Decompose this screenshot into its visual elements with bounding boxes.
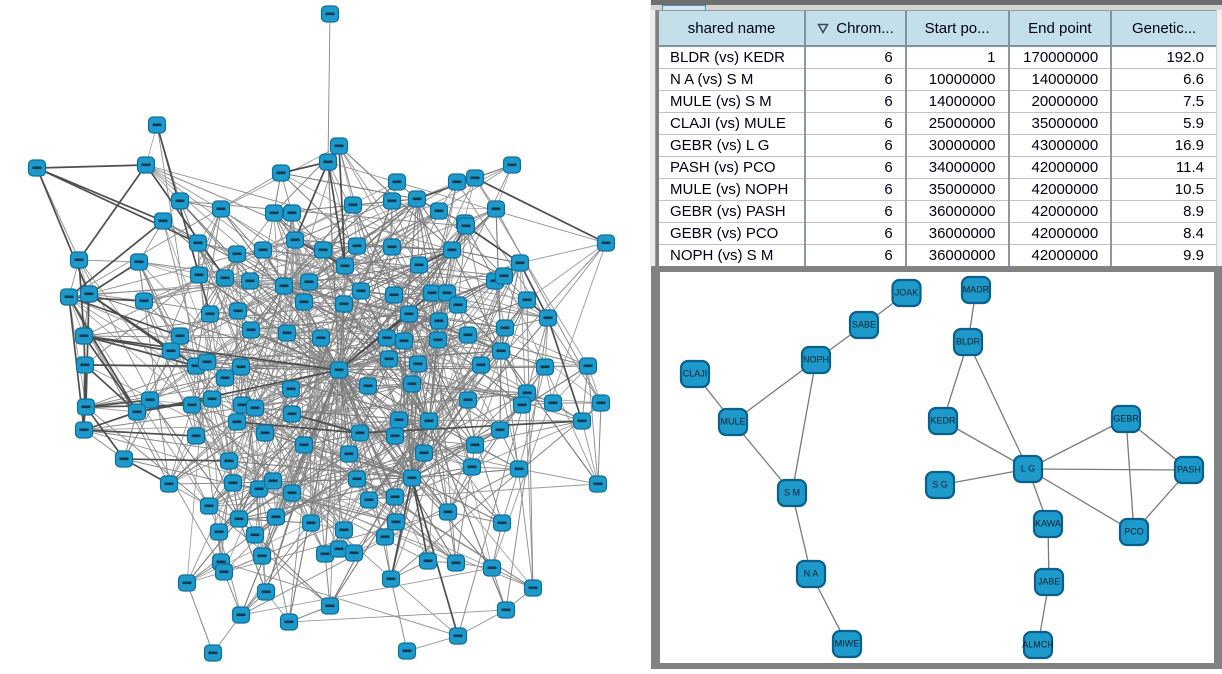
svg-text:JABE: JABE [1038,577,1061,587]
svg-text:S M: S M [784,488,800,498]
svg-text:GEBR: GEBR [1113,414,1139,424]
svg-text:N A: N A [804,569,819,579]
svg-text:MIWE: MIWE [835,639,860,649]
svg-text:SABE: SABE [852,320,876,330]
svg-text:KEDR: KEDR [930,416,956,426]
svg-text:S G: S G [932,480,948,490]
svg-text:PASH: PASH [1177,465,1201,475]
svg-text:CLAJI: CLAJI [683,369,708,379]
svg-text:L G: L G [1021,464,1035,474]
svg-text:ALMCH: ALMCH [1022,640,1054,650]
svg-text:MADR: MADR [963,285,990,295]
svg-text:JOAK: JOAK [895,288,919,298]
svg-text:PCO: PCO [1124,527,1144,537]
svg-text:MULE: MULE [720,417,745,427]
svg-text:KAWA: KAWA [1035,519,1061,529]
svg-text:BLDR: BLDR [956,337,981,347]
svg-text:NOPH: NOPH [803,355,829,365]
